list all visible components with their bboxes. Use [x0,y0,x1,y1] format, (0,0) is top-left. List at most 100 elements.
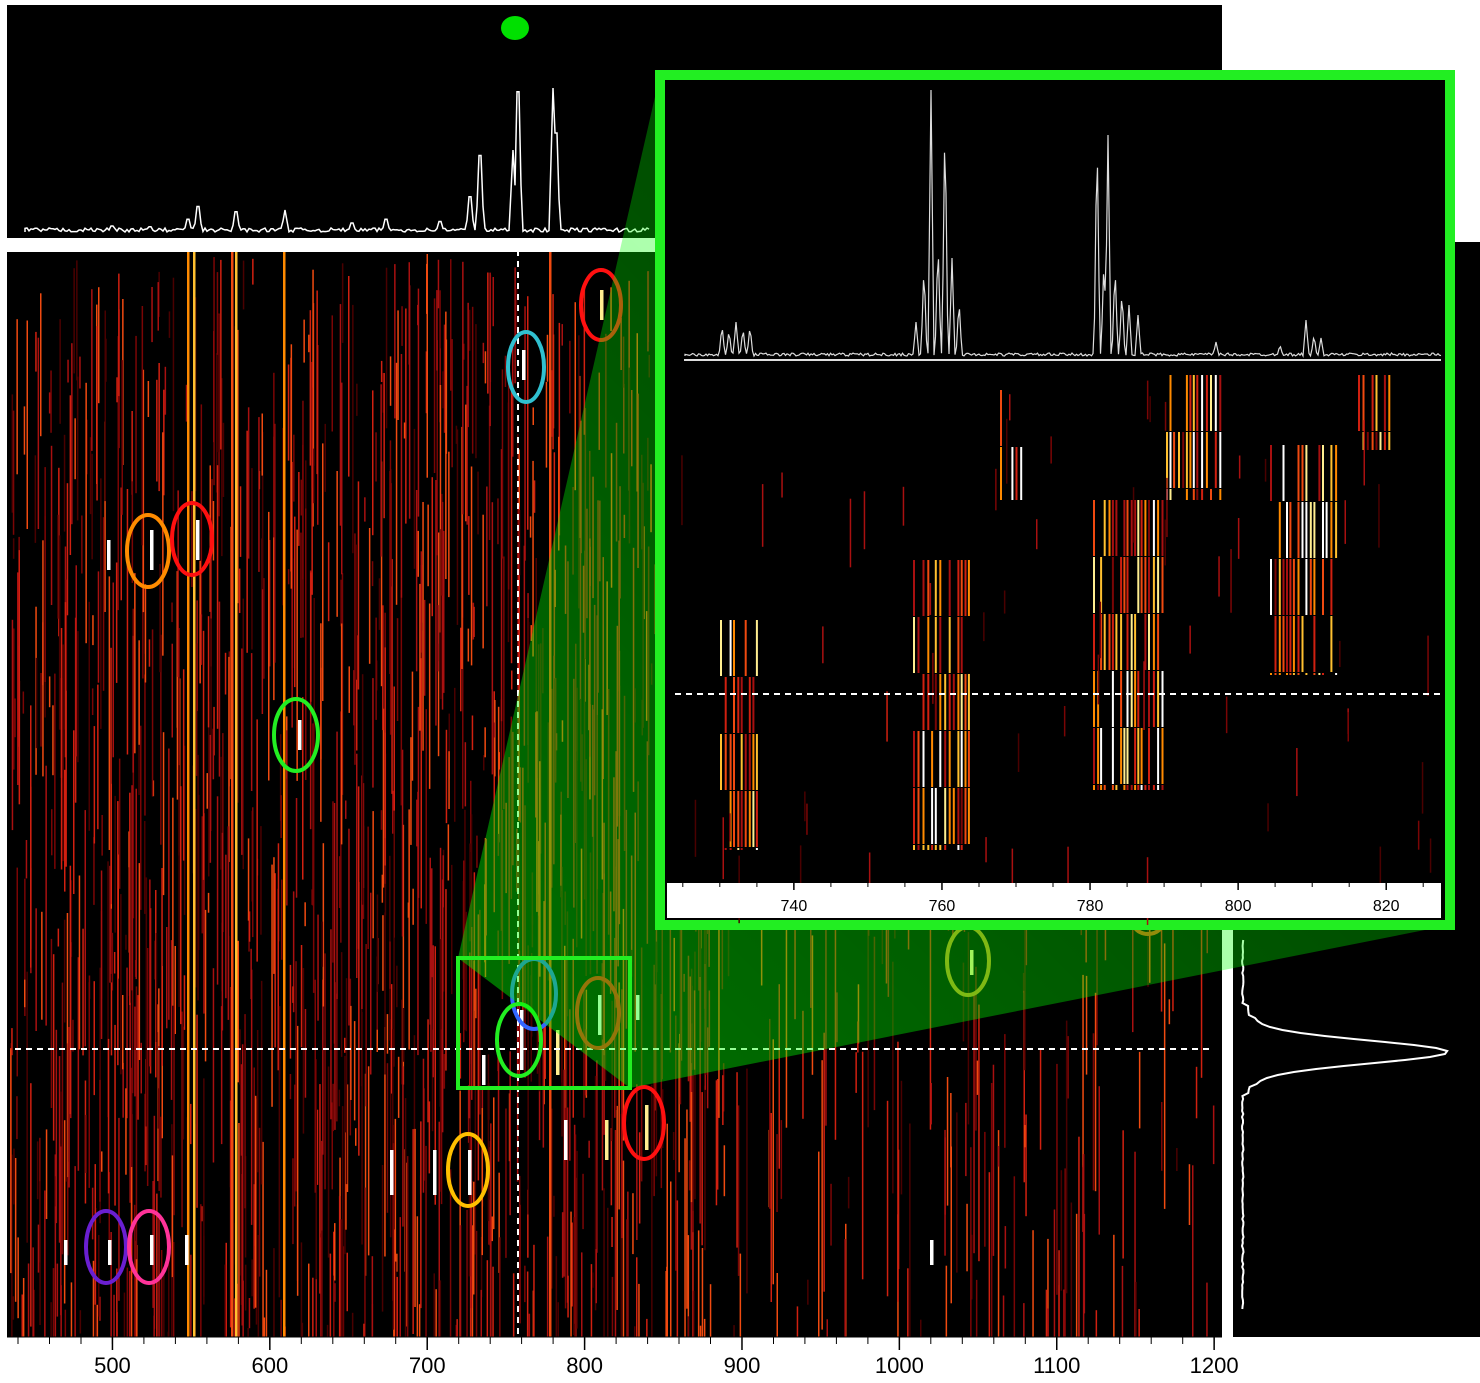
inset-streak [952,788,955,844]
streak [234,1298,236,1337]
streak [102,517,105,691]
streak [35,908,37,1031]
inset-streak [1201,432,1204,488]
streak [268,540,271,667]
inset-streak [1152,614,1155,670]
streak [18,550,20,747]
streak [1098,1086,1100,1235]
streak [72,1019,74,1052]
hot-spot [150,530,154,570]
inset-streak [917,617,920,673]
streak [69,865,72,1115]
streak [78,875,81,1050]
streak [30,1083,32,1327]
streak [380,360,383,382]
inset-streak [1318,445,1321,501]
streak [144,821,146,914]
inset-streak [1152,500,1155,556]
streak [1064,1168,1066,1337]
streak [292,986,294,1003]
inset-streak [1309,559,1312,615]
streak [101,1151,103,1172]
streak [518,510,521,576]
inset-streak [1103,785,1106,790]
inset-streak [1126,614,1129,670]
inset-streak [737,677,740,733]
inset-streak [1219,432,1222,488]
streak [92,1260,95,1337]
inset-streak [1137,671,1140,727]
inset-streak [1313,502,1316,558]
streak [34,455,37,543]
streak [440,529,442,700]
inset-streak [927,560,930,616]
inset-streak [1383,375,1386,431]
inset-streak [1164,519,1166,566]
streak [588,1140,590,1158]
streak [176,571,178,728]
streak [76,376,79,521]
streak [610,1128,613,1206]
streak [1078,1136,1080,1337]
streak [138,863,141,1060]
streak [467,302,469,428]
streak [197,754,199,1001]
streak [110,1232,112,1337]
streak [581,1252,583,1337]
streak [100,870,103,1039]
streak [468,1118,471,1277]
streak [601,963,604,1191]
streak [417,288,420,517]
streak [463,343,465,360]
streak [439,385,442,633]
streak [256,1030,259,1173]
inset-streak [1111,728,1114,784]
streak [54,673,56,869]
streak [861,1051,864,1280]
streak [412,888,414,925]
streak [491,1216,493,1242]
inset-streak [1388,375,1391,431]
streak [182,1041,185,1140]
streak [309,310,312,466]
streak [459,1090,461,1337]
streak [248,1298,251,1329]
streak [565,956,568,1149]
inset-streak [752,734,755,790]
streak [55,1029,58,1224]
streak [118,1117,120,1301]
streak [62,644,64,862]
streak [113,952,116,974]
streak [164,366,167,415]
streak [222,733,224,932]
streak [370,892,372,1075]
streak [333,803,336,1044]
streak [378,578,381,630]
streak [490,1123,492,1337]
streak [408,285,411,519]
streak [151,287,153,343]
inset-streak [1301,616,1304,672]
streak [358,882,360,1156]
streak [621,989,623,1239]
streak [273,436,275,701]
streak [286,730,288,906]
streak [338,856,341,908]
streak [971,1234,973,1300]
annotation-ellipse [170,501,214,577]
streak [389,469,392,735]
streak [35,331,37,372]
hot-spot [522,350,526,380]
inset-streak [948,560,951,616]
streak [552,294,554,450]
inset-streak [886,691,888,742]
streak [487,1054,490,1222]
inset-streak [724,848,727,850]
streak [442,371,444,409]
streak [300,532,302,638]
inset-streak [744,791,747,847]
inset-streak [922,560,925,616]
streak [356,753,358,978]
streak [1138,1051,1141,1129]
streak [339,304,342,526]
